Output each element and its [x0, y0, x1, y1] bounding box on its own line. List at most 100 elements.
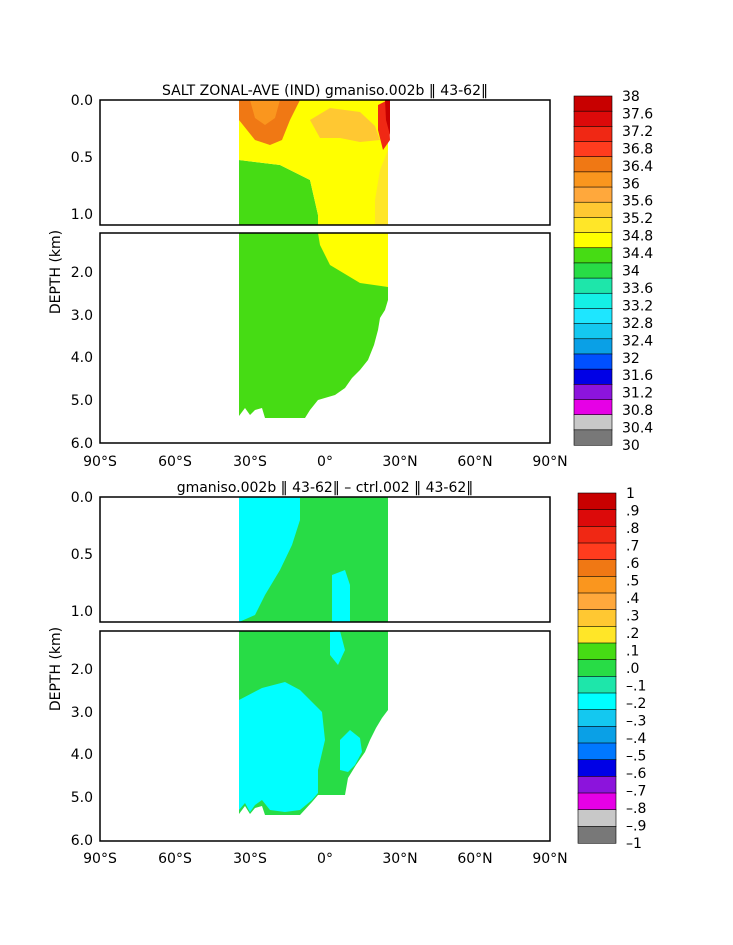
legend-label: –.1	[626, 679, 646, 695]
legend-label: 35.6	[622, 194, 653, 210]
legend-label: 33.6	[622, 281, 653, 297]
legend-label: 33.2	[622, 298, 653, 314]
field-34.8-lower	[318, 233, 388, 287]
legend-swatch	[573, 126, 613, 143]
legend-swatch	[573, 292, 613, 310]
panel-upper-frame	[99, 496, 551, 623]
legend-swatch	[577, 676, 617, 694]
field-35.6	[310, 108, 380, 142]
legend-swatch	[573, 338, 613, 355]
x-tick-0: 0°	[317, 851, 333, 867]
x-tick-60S: 60°S	[158, 851, 192, 867]
legend-label: 34	[622, 264, 640, 280]
field-34.4-lower	[239, 233, 388, 418]
field-neg0.1-lower	[239, 682, 325, 812]
legend-label: 32.8	[622, 316, 653, 332]
field-38-edge	[385, 100, 390, 135]
legend-swatch	[573, 277, 613, 294]
legend-label: 30.8	[622, 403, 653, 419]
field-upper	[239, 497, 388, 622]
legend-swatch	[577, 826, 617, 844]
x-tick-60N: 60°N	[457, 851, 492, 867]
legend-swatch	[577, 526, 617, 544]
legend-label: –.5	[626, 749, 646, 765]
legend-swatch	[573, 95, 613, 112]
field-lower	[239, 233, 388, 418]
field-lower	[239, 631, 388, 815]
legend-swatch	[573, 399, 613, 416]
legend-salinity: 3837.637.236.836.43635.635.234.834.43433…	[573, 89, 653, 454]
legend-swatch	[573, 232, 613, 249]
legend-swatch	[577, 642, 617, 661]
x-ticks: 90°S 60°S 30°S 0° 30°N 60°N 90°N	[83, 851, 568, 867]
legend-label: .8	[626, 521, 639, 537]
legend-label: 34.4	[622, 246, 653, 262]
legend-swatch	[573, 368, 613, 385]
x-tick-90S: 90°S	[83, 851, 117, 867]
x-tick-90N: 90°N	[532, 454, 567, 470]
y-tick-6.0: 6.0	[71, 436, 93, 452]
panel-upper-frame	[99, 99, 551, 226]
y-tick-4.0: 4.0	[71, 350, 93, 366]
y-tick-2.0: 2.0	[71, 662, 93, 678]
y-ticks: 0.0 0.5 1.0 2.0 3.0 4.0 5.0 6.0	[71, 490, 93, 849]
legend-label: .6	[626, 556, 639, 572]
x-tick-30S: 30°S	[233, 851, 267, 867]
legend-swatch	[577, 576, 617, 594]
legend-swatch	[577, 759, 617, 777]
legend-label: –.8	[626, 801, 646, 817]
legend-label: .4	[626, 591, 639, 607]
x-tick-30S: 30°S	[233, 454, 267, 470]
legend-difference: 1 .9.8 .7.6 .5.4 .3.2 .1.0 –.1–.2 –.3–.4 –.5–.6 –…	[577, 486, 646, 852]
y-tick-5.0: 5.0	[71, 393, 93, 409]
legend-label: .9	[626, 504, 639, 520]
legend-swatch	[573, 110, 613, 127]
legend-swatch	[573, 308, 613, 325]
legend-label: .1	[626, 644, 639, 660]
legend-label: 32	[622, 351, 640, 367]
legend-swatch	[573, 323, 613, 340]
legend-swatch	[573, 383, 613, 401]
chart-title: gmaniso.002b ‖ 43-62‖ – ctrl.002 ‖ 43-62…	[177, 480, 474, 496]
legend-label: 36	[622, 176, 640, 192]
legend-swatch	[573, 141, 613, 158]
panel-lower-frame	[99, 232, 551, 444]
legend-label: 36.8	[622, 141, 653, 157]
panel-lower-frame	[99, 630, 551, 842]
legend-swatch	[573, 217, 613, 234]
legend-label: 37.6	[622, 106, 653, 122]
field-neg0.1-blob2	[340, 730, 362, 772]
legend-swatch	[573, 353, 613, 370]
y-tick-0.0: 0.0	[71, 490, 93, 506]
x-tick-90S: 90°S	[83, 454, 117, 470]
legend-swatch	[577, 792, 617, 811]
x-ticks: 90°S 60°S 30°S 0° 30°N 60°N 90°N	[83, 454, 568, 470]
field-34.4	[239, 160, 318, 225]
legend-label: –.2	[626, 696, 646, 712]
legend-swatch	[577, 559, 617, 577]
legend-label: 32.4	[622, 333, 653, 349]
legend-label: 36.4	[622, 159, 653, 175]
x-tick-0: 0°	[317, 454, 333, 470]
legend-label: .5	[626, 574, 639, 590]
y-axis-label: DEPTH (km)	[48, 627, 64, 711]
chart-title: SALT ZONAL-AVE (IND) gmaniso.002b ‖ 43-6…	[162, 83, 488, 99]
legend-label: 30	[622, 438, 640, 454]
legend-swatch	[577, 809, 617, 827]
y-tick-0.5: 0.5	[71, 547, 93, 563]
y-tick-2.0: 2.0	[71, 265, 93, 281]
legend-swatch	[577, 726, 617, 744]
legend-swatch	[577, 776, 617, 794]
field-36.4-left-inner	[250, 100, 280, 125]
legend-label: 31.2	[622, 386, 653, 402]
legend-swatch	[577, 609, 617, 627]
legend-swatch	[577, 492, 617, 511]
legend-label: 34.8	[622, 229, 653, 245]
legend-label: –.4	[626, 731, 646, 747]
field-neg0.1-blob	[332, 570, 350, 622]
legend-swatch	[573, 201, 613, 218]
legend-label: .2	[626, 626, 639, 642]
y-tick-1.0: 1.0	[71, 207, 93, 223]
field-neg0.1	[239, 497, 300, 622]
legend-swatch	[577, 742, 617, 761]
